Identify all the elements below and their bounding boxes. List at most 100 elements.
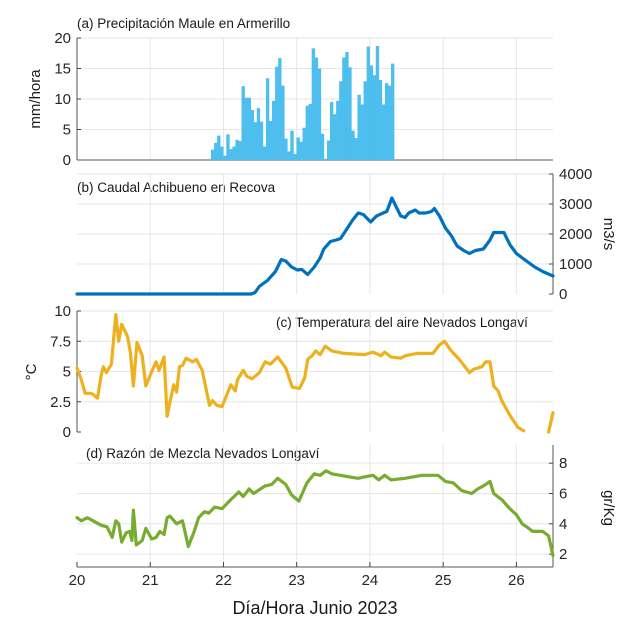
panel-a-y-tick-label: 10: [54, 91, 71, 108]
panel-b-y-tick-label: 4000: [559, 166, 592, 183]
x-tick-label: 21: [142, 572, 159, 589]
precip-bar: [262, 146, 267, 160]
precip-bar: [308, 103, 313, 160]
precip-bar: [311, 48, 316, 161]
precip-bar: [305, 105, 309, 160]
precip-bar: [336, 100, 340, 160]
precip-bar: [217, 135, 221, 160]
precip-bar: [293, 153, 297, 160]
precip-bar: [247, 97, 251, 160]
precip-bar: [302, 127, 306, 160]
precip-bar: [296, 137, 300, 160]
panel-d-ylabel: gr/Kg: [600, 490, 617, 526]
precip-bar: [220, 146, 224, 160]
precip-bar: [372, 75, 377, 160]
precip-bar: [326, 140, 331, 160]
panel-c-y-tick-label: 7.5: [50, 333, 71, 350]
precip-bar: [241, 86, 245, 160]
panel-b-y-tick-label: 0: [559, 286, 567, 303]
panel-d-series-line: [75, 469, 555, 558]
precip-bar: [375, 45, 380, 160]
panel-b-series-line: [75, 196, 555, 296]
precip-bar: [275, 66, 279, 160]
panel-d-y-tick-label: 4: [559, 516, 567, 533]
x-tick-label: 23: [288, 572, 305, 589]
precip-bar: [333, 114, 337, 160]
precip-bar: [384, 83, 389, 160]
precip-bar: [235, 139, 239, 160]
panel-b-ylabel: m3/s: [600, 218, 617, 251]
precip-bar: [363, 81, 367, 160]
panel-b-y-tick-label: 3000: [559, 196, 592, 213]
precip-bar: [320, 133, 325, 160]
precip-bar: [287, 151, 291, 160]
precip-bar: [272, 100, 276, 160]
x-tick-label: 20: [69, 572, 86, 589]
panel-a-ylabel: mm/hora: [27, 69, 44, 129]
precip-bar: [378, 80, 383, 160]
panel-a-y-tick-label: 0: [63, 152, 71, 169]
precip-bar: [232, 146, 236, 160]
precip-bar: [357, 94, 361, 160]
precip-bar: [317, 68, 322, 160]
precip-bar: [323, 158, 328, 160]
precip-bar: [265, 78, 270, 160]
precip-bar: [342, 57, 346, 160]
precip-bar: [238, 141, 242, 160]
panel-b-y-tick-label: 2000: [559, 226, 592, 243]
precip-bar: [259, 121, 264, 160]
panel-c-title: (c) Temperatura del aire Nevados Longaví: [276, 315, 528, 330]
panel-c-y-tick-label: 0: [63, 424, 71, 441]
panel-c-ylabel: °C: [23, 363, 40, 380]
precip-bar: [339, 81, 343, 160]
panel-a-y-tick-label: 20: [54, 30, 71, 47]
x-axis-label: Día/Hora Junio 2023: [232, 598, 397, 618]
precip-bar: [244, 97, 248, 160]
panel-c-series-line: [75, 313, 526, 433]
precip-bar: [253, 122, 258, 160]
panel-d-y-tick-label: 2: [559, 546, 567, 563]
panel-c-series-line: [546, 411, 555, 434]
precip-bar: [366, 46, 370, 160]
x-tick-label: 25: [435, 572, 452, 589]
precip-bar: [284, 138, 288, 160]
panel-d-y-tick-label: 8: [559, 455, 567, 472]
x-tick-label: 24: [362, 572, 379, 589]
precip-bar: [345, 52, 349, 160]
precip-bar: [256, 108, 261, 160]
panel-c-y-tick-label: 2.5: [50, 394, 71, 411]
panel-a-y-tick-label: 5: [63, 122, 71, 139]
panel-a-title: (a) Precipitación Maule en Armerillo: [77, 16, 290, 31]
precip-bar: [381, 104, 386, 160]
precip-bar: [354, 138, 358, 160]
x-tick-label: 26: [508, 572, 525, 589]
precip-bar: [223, 155, 227, 160]
precip-bar: [278, 58, 282, 160]
panel-c-y-tick-label: 10: [54, 303, 71, 320]
panel-c-y-tick-label: 5: [63, 364, 71, 381]
precip-bar: [268, 120, 273, 160]
precip-bar: [330, 102, 334, 160]
precip-bar: [360, 104, 364, 160]
precip-bar: [351, 130, 355, 160]
precip-bar: [214, 142, 218, 160]
precip-bar: [369, 65, 374, 160]
panel-b-title: (b) Caudal Achibueno en Recova: [77, 180, 276, 195]
precip-bar: [299, 141, 303, 160]
panel-d-title: (d) Razón de Mezcla Nevados Longaví: [86, 446, 320, 461]
precip-bar: [226, 134, 230, 160]
panel-d-y-tick-label: 6: [559, 485, 567, 502]
precip-bar: [391, 63, 395, 161]
precip-bar: [281, 85, 285, 160]
precip-bar: [314, 57, 319, 160]
precip-bar: [387, 85, 392, 160]
precip-bar: [250, 109, 255, 160]
precip-bar: [348, 67, 352, 160]
precip-bar: [290, 130, 294, 160]
panel-b-y-tick-label: 1000: [559, 256, 592, 273]
precip-bar: [211, 149, 215, 160]
panel-a-y-tick-label: 15: [54, 61, 71, 78]
x-tick-label: 22: [215, 572, 232, 589]
